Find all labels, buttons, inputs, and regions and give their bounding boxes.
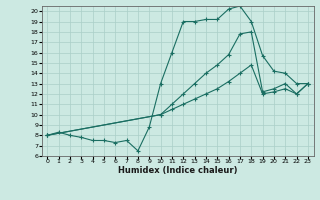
X-axis label: Humidex (Indice chaleur): Humidex (Indice chaleur) xyxy=(118,166,237,175)
